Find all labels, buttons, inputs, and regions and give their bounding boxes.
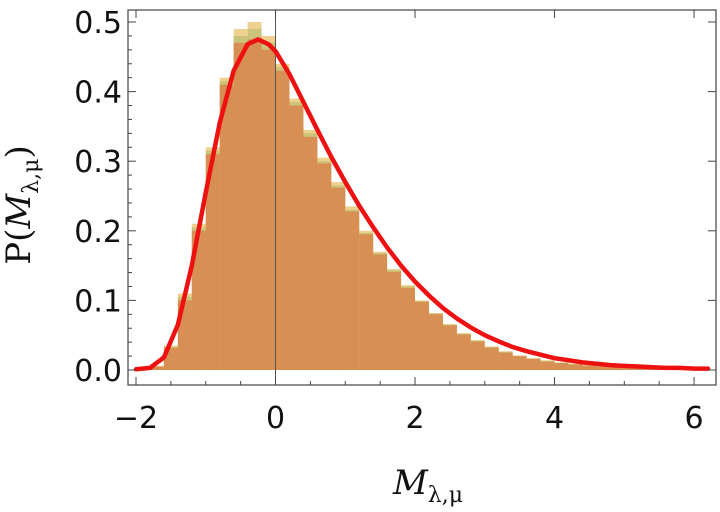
x-tick-label: 4 — [545, 401, 564, 436]
y-axis-title: P(Mλ,μ) — [0, 145, 44, 264]
plot-frame — [127, 9, 717, 386]
histogram-bar — [331, 187, 346, 370]
histogram-bar — [624, 367, 639, 370]
y-axis-title-var: M — [0, 193, 39, 230]
histogram-bar — [568, 364, 583, 370]
x-tick-label: 6 — [685, 401, 704, 436]
histogram-bar — [512, 356, 527, 370]
histogram-bar — [484, 347, 499, 370]
histogram-bar — [261, 49, 276, 371]
histogram-bar — [610, 367, 625, 370]
y-tick-label: 0.4 — [74, 76, 122, 111]
y-tick-label: 0.5 — [74, 6, 122, 41]
histogram-bar — [442, 325, 457, 370]
histogram-bar — [387, 271, 402, 370]
x-tick-label: −2 — [114, 401, 158, 436]
y-tick-label: 0.1 — [74, 284, 122, 319]
x-axis-title-sub: λ,μ — [428, 483, 463, 508]
histogram-bar — [470, 341, 485, 370]
y-axis-title-suffix: ) — [0, 145, 39, 158]
fit-curve-line — [133, 37, 711, 372]
histogram-bar — [638, 368, 653, 370]
histogram-bar — [289, 105, 304, 371]
y-tick-label: 0.0 — [74, 354, 122, 389]
histogram-bar — [275, 70, 290, 370]
histogram-bar — [373, 254, 388, 370]
y-tick-label: 0.3 — [74, 145, 122, 180]
histogram-bar — [345, 211, 360, 370]
histogram-bar — [233, 42, 248, 370]
histogram-series-3 — [149, 39, 708, 371]
histogram-bar — [582, 365, 597, 370]
histogram-bar — [540, 361, 555, 370]
x-tick-label: 2 — [405, 401, 424, 436]
y-tick-label: 0.2 — [74, 215, 122, 250]
histogram-bar — [498, 352, 513, 370]
x-axis-title: Mλ,μ — [392, 463, 463, 508]
histogram-bar — [526, 358, 541, 370]
histogram-bar — [205, 154, 220, 370]
histogram-bar — [303, 136, 318, 370]
histogram-bar — [191, 230, 206, 370]
plot-area — [133, 10, 711, 385]
histogram-bar — [401, 287, 416, 370]
histogram-bar — [247, 39, 262, 371]
histogram-bar — [149, 366, 164, 370]
histogram-bar — [359, 234, 374, 370]
x-axis-title-var: M — [392, 463, 429, 503]
axes: −2 0 2 4 6 0.0 0.1 0.2 0.3 0.4 0.5 — [74, 6, 717, 436]
histogram-bar — [219, 84, 234, 370]
histogram-bar — [456, 334, 471, 370]
histogram-bar — [317, 163, 332, 370]
y-axis-title-prefix: P( — [0, 229, 39, 265]
histogram-bar — [554, 363, 569, 370]
histogram-bar — [596, 366, 611, 370]
histogram-bar — [428, 314, 443, 370]
histogram-bar — [415, 301, 429, 370]
y-axis-title-sub: λ,μ — [19, 159, 44, 194]
x-tick-label: 0 — [266, 401, 285, 436]
